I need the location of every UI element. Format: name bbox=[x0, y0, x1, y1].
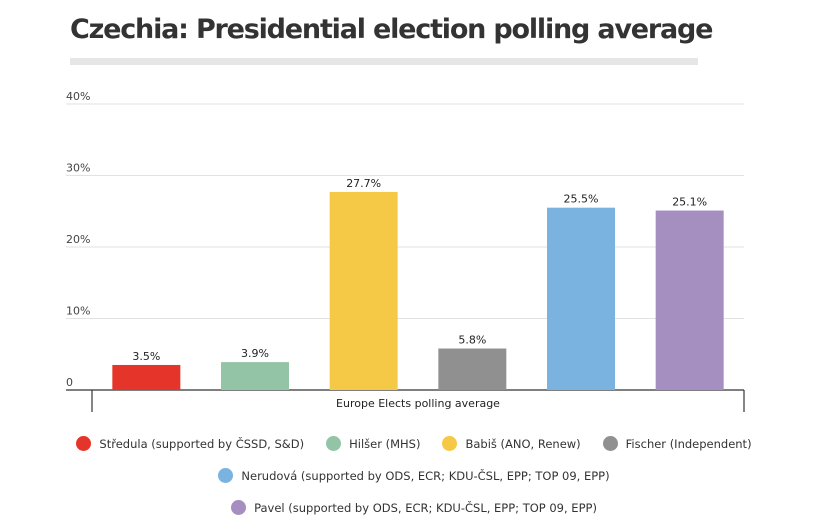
legend-swatch-fischer bbox=[602, 436, 618, 451]
bar-fischer bbox=[438, 348, 507, 390]
y-tick-label-0: 0 bbox=[66, 376, 73, 389]
data-label-středula: 3.5% bbox=[132, 350, 160, 363]
legend-row-1: Středula (supported by ČSSD, S&D) Hilšer… bbox=[0, 436, 828, 451]
legend-swatch-nerudova bbox=[218, 468, 234, 483]
title-underline bbox=[70, 58, 698, 65]
legend-item-stredula: Středula (supported by ČSSD, S&D) bbox=[76, 436, 304, 451]
y-tick-label-20: 20% bbox=[66, 233, 90, 246]
data-label-hilšer: 3.9% bbox=[241, 347, 269, 360]
chart-title: Czechia: Presidential election polling a… bbox=[70, 14, 713, 45]
legend-swatch-stredula bbox=[76, 436, 92, 451]
legend-label-stredula: Středula (supported by ČSSD, S&D) bbox=[99, 436, 305, 451]
legend-label-pavel: Pavel (supported by ODS, ECR; KDU-ČSL, E… bbox=[254, 500, 597, 515]
data-label-fischer: 5.8% bbox=[458, 334, 486, 347]
legend-swatch-babis bbox=[442, 436, 458, 451]
legend-swatch-pavel bbox=[231, 500, 247, 515]
legend-label-babis: Babiš (ANO, Renew) bbox=[465, 436, 581, 451]
legend-item-fischer: Fischer (Independent) bbox=[602, 436, 752, 451]
bar-středula bbox=[112, 364, 181, 390]
bar-babiš bbox=[329, 191, 398, 390]
legend-row-3: Pavel (supported by ODS, ECR; KDU-ČSL, E… bbox=[0, 500, 828, 515]
legend-swatch-hilser bbox=[326, 436, 342, 451]
legend-item-babis: Babiš (ANO, Renew) bbox=[442, 436, 581, 451]
bar-nerudová bbox=[547, 207, 615, 390]
x-axis-label: Europe Elects polling average bbox=[336, 397, 500, 410]
data-label-pavel: 25.1% bbox=[672, 196, 707, 209]
data-label-babiš: 27.7% bbox=[346, 177, 381, 190]
y-tick-label-30: 30% bbox=[66, 162, 90, 175]
legend-item-nerudova: Nerudová (supported by ODS, ECR; KDU-ČSL… bbox=[218, 468, 610, 483]
legend-item-hilser: Hilšer (MHS) bbox=[326, 436, 420, 451]
y-tick-label-10: 10% bbox=[66, 305, 90, 318]
legend-label-hilser: Hilšer (MHS) bbox=[349, 436, 421, 451]
legend-row-2: Nerudová (supported by ODS, ECR; KDU-ČSL… bbox=[0, 468, 828, 483]
legend-item-pavel: Pavel (supported by ODS, ECR; KDU-ČSL, E… bbox=[231, 500, 597, 515]
y-tick-label-40: 40% bbox=[66, 90, 90, 103]
bar-chart: 0 10% 20% 30% 40% 3.5% 3.9% 27.7% 5.8% 25.5% 25.1%… bbox=[66, 90, 745, 412]
bar-hilšer bbox=[221, 362, 289, 390]
legend-label-fischer: Fischer (Independent) bbox=[625, 436, 752, 451]
legend-label-nerudova: Nerudová (supported by ODS, ECR; KDU-ČSL… bbox=[241, 468, 610, 483]
data-label-nerudová: 25.5% bbox=[564, 193, 599, 206]
bar-pavel bbox=[655, 210, 724, 390]
